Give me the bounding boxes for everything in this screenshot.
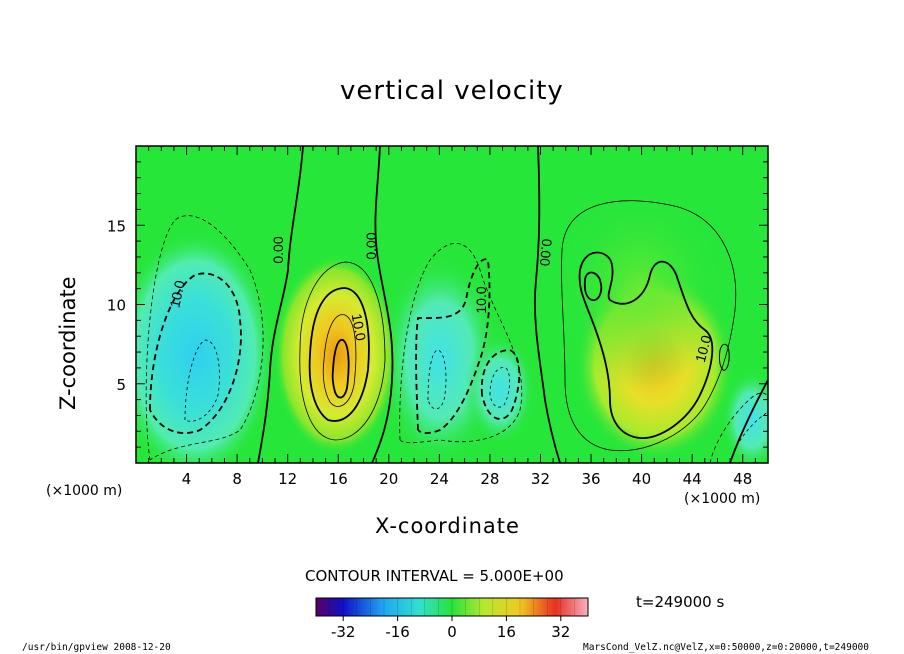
contour-pos-5-right — [561, 200, 737, 452]
contour-neg-edge-2 — [729, 411, 768, 463]
field-cell-negative-right — [465, 335, 535, 445]
contour-pos-10-main — [308, 287, 370, 422]
colorbar-tick-label: 32 — [551, 623, 570, 641]
x-tick-label: 8 — [232, 470, 242, 488]
colorbar-tick-label: -16 — [385, 623, 410, 641]
contour-zero-3 — [534, 146, 561, 463]
x-axis-label: X-coordinate — [375, 514, 520, 538]
contour-pos-10-island — [583, 271, 603, 302]
y-tick-label: 10 — [107, 297, 126, 315]
y-axis-label: Z-coordinate — [56, 276, 80, 410]
x-tick-label: 24 — [430, 470, 449, 488]
contour-label: 10.0 — [166, 279, 187, 309]
x-tick-label: 36 — [581, 470, 600, 488]
contour-neg-10-right — [480, 349, 521, 420]
footer-left: /usr/bin/gpview 2008-12-20 — [22, 642, 171, 653]
chart-title: vertical velocity — [340, 76, 564, 106]
contour-label: 0.00 — [270, 236, 286, 263]
field-halo-positive-right — [555, 190, 725, 390]
contour-labels: 10.0 0.00 0.00 10.0 10.0 0.00 10.0 — [166, 232, 714, 364]
contour-label: 10.0 — [692, 333, 715, 364]
contour-pos-15-main — [322, 314, 357, 407]
x-unit-label-left: (×1000 m) — [46, 483, 123, 499]
contour-label: 0.00 — [363, 232, 379, 259]
colorbar-tick-label: 0 — [447, 623, 457, 641]
x-tick-label: 48 — [733, 470, 752, 488]
x-tick-label: 44 — [683, 470, 702, 488]
x-tick-label: 32 — [531, 470, 550, 488]
contour-neg-15-left — [184, 339, 220, 422]
contour-pos-islet — [718, 343, 730, 371]
x-tick-label: 28 — [480, 470, 499, 488]
contour-pos-10-right — [578, 251, 714, 439]
velocity-field — [136, 146, 768, 463]
contour-pos-5-main — [299, 261, 386, 441]
y-tick-label: 5 — [116, 376, 126, 394]
contour-label: 10.0 — [473, 286, 489, 313]
contour-neg-15-center — [427, 349, 447, 410]
x-unit-label-right: (×1000 m) — [684, 491, 761, 507]
contour-label: 10.0 — [349, 312, 370, 342]
contour-pos-20-main — [331, 338, 350, 399]
field-cell-positive-main — [274, 255, 398, 455]
contour-interval-label: CONTOUR INTERVAL = 5.000E+00 — [305, 567, 564, 585]
colorbar-tick-label: 16 — [497, 623, 516, 641]
x-tick-label: 12 — [278, 470, 297, 488]
y-axis: 5 10 15 — [107, 161, 768, 448]
x-tick-label: 16 — [329, 470, 348, 488]
footer-right: MarsCond_VelZ.nc@VelZ,x=0:50000,z=0:2000… — [583, 642, 869, 653]
contour-zero-2 — [371, 146, 394, 463]
contour-label: 0.00 — [537, 238, 555, 267]
contour-neg-outer-center — [399, 243, 523, 444]
x-tick-label: 20 — [379, 470, 398, 488]
contour-neg-outer-left — [145, 215, 264, 461]
contour-zero-1 — [257, 146, 304, 463]
x-tick-label: 4 — [182, 470, 192, 488]
field-cell-negative-edge — [722, 370, 768, 463]
contours — [145, 146, 768, 463]
y-tick-label: 15 — [107, 217, 126, 235]
field-cell-negative-left — [136, 230, 275, 463]
contour-neg-10-left — [149, 272, 242, 434]
x-axis: 4 8 12 16 20 24 28 32 36 40 44 48 — [148, 146, 756, 488]
colorbar-tick-label: -32 — [331, 623, 356, 641]
time-label: t=249000 s — [636, 593, 725, 611]
colorbar-ticks: -32 -16 0 16 32 — [329, 598, 575, 641]
x-tick-label: 40 — [632, 470, 651, 488]
